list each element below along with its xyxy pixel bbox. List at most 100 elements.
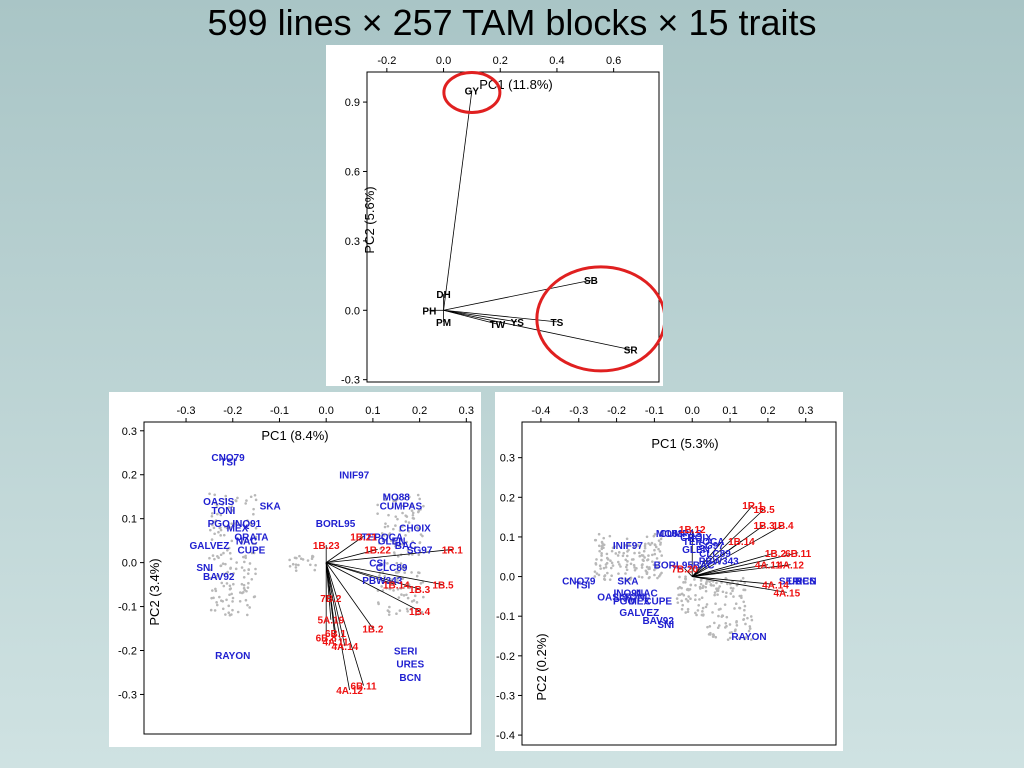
block-label: 1B.2 xyxy=(765,549,787,560)
point xyxy=(747,629,751,633)
point xyxy=(231,596,235,600)
point xyxy=(709,631,712,635)
point xyxy=(227,611,231,615)
trait-label: DH xyxy=(436,290,450,301)
point xyxy=(383,525,387,529)
line-label: PBW343 xyxy=(699,557,739,568)
point xyxy=(659,543,662,546)
point xyxy=(725,591,728,595)
point xyxy=(392,527,395,531)
point xyxy=(646,558,649,562)
point xyxy=(229,557,233,561)
line-label: OASIS xyxy=(203,497,234,508)
block-label: 4A.12 xyxy=(777,561,804,572)
point xyxy=(407,530,411,533)
line-label: GLEN xyxy=(378,537,406,548)
block-label: 4A.14 xyxy=(332,642,359,653)
point xyxy=(660,554,664,557)
point xyxy=(694,583,697,587)
point xyxy=(297,563,300,567)
point xyxy=(211,589,214,592)
point xyxy=(748,627,752,630)
block-vector xyxy=(692,576,787,593)
point xyxy=(750,638,753,641)
block-label: 1B.14 xyxy=(383,581,410,592)
point xyxy=(386,524,390,528)
point xyxy=(678,585,682,589)
block-vector xyxy=(692,552,776,577)
point xyxy=(232,572,235,575)
point xyxy=(689,597,692,600)
point xyxy=(226,548,229,552)
point xyxy=(411,516,415,520)
point xyxy=(219,534,222,537)
point xyxy=(734,602,738,606)
line-label: CHOIX xyxy=(399,523,431,534)
point xyxy=(243,588,247,592)
x-tick-label: 0.3 xyxy=(798,405,813,417)
point xyxy=(240,566,244,569)
point xyxy=(628,542,631,546)
point xyxy=(243,560,246,564)
block-label: 7B.2 xyxy=(320,594,342,605)
point xyxy=(248,562,252,565)
line-label: CLC89 xyxy=(699,549,731,560)
point xyxy=(624,565,628,569)
point xyxy=(396,587,400,591)
line-label: INIF97 xyxy=(339,471,369,482)
point xyxy=(249,523,253,527)
point xyxy=(306,559,310,562)
block-label: 4A.11 xyxy=(322,638,349,649)
block-vector xyxy=(691,504,754,577)
point xyxy=(228,584,232,588)
point xyxy=(699,582,703,586)
point xyxy=(295,556,298,560)
line-label: SKA xyxy=(260,501,281,512)
point xyxy=(657,547,660,551)
point xyxy=(398,609,402,612)
block-label: 1B.5 xyxy=(432,581,454,592)
point xyxy=(222,551,225,555)
point xyxy=(643,544,647,548)
y-tick-label: -0.2 xyxy=(118,646,137,658)
point xyxy=(743,581,747,585)
point xyxy=(617,572,620,575)
point xyxy=(216,512,219,516)
point xyxy=(743,608,746,612)
line-label: PBW343 xyxy=(362,576,402,587)
y-tick-label: 0.3 xyxy=(500,453,515,465)
point xyxy=(411,511,415,515)
line-label: NAC xyxy=(236,537,258,548)
point xyxy=(653,573,656,577)
point xyxy=(732,595,735,598)
point xyxy=(214,519,218,522)
point xyxy=(250,577,254,581)
line-label: URES xyxy=(788,577,816,588)
point xyxy=(383,575,387,578)
point xyxy=(244,598,248,602)
x-tick-label: 0.2 xyxy=(760,405,775,417)
block-label: 1B.5 xyxy=(754,505,776,516)
point xyxy=(603,574,607,577)
lines-blocks-biplot-panel-a: -0.3 -0.2 -0.1 0.0 0.1 0.2 0.3 -0.3 -0.2 -0.1 0.0 0… xyxy=(109,392,481,747)
point xyxy=(602,536,606,540)
line-label: TONI xyxy=(212,506,236,517)
point xyxy=(705,603,709,606)
point xyxy=(641,554,645,557)
point xyxy=(739,594,743,598)
trait-label: SB xyxy=(584,276,598,287)
point xyxy=(408,586,411,590)
point xyxy=(228,593,231,597)
point xyxy=(699,579,703,582)
point xyxy=(395,561,399,565)
point xyxy=(219,526,222,529)
x-tick-label: 0.0 xyxy=(436,55,451,67)
point xyxy=(651,560,654,563)
point xyxy=(632,563,636,567)
block-label: 6B.1 xyxy=(325,629,347,640)
point xyxy=(647,554,650,557)
point xyxy=(410,571,413,574)
point xyxy=(741,576,745,580)
line-label: MO88 xyxy=(656,529,684,540)
point xyxy=(715,589,719,593)
